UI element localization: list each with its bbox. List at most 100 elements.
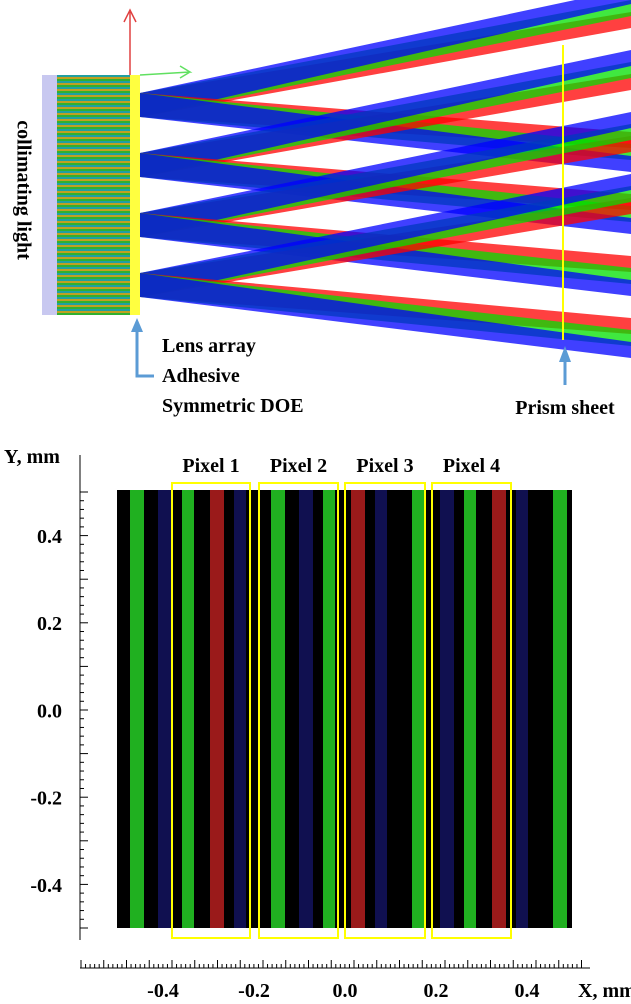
ray [57,277,130,279]
stripe [313,490,323,928]
ray [57,287,130,289]
ray [57,241,130,243]
ray-fan [140,174,631,297]
ray [57,165,130,167]
ray [57,101,130,103]
stripe [528,490,540,928]
stripe [351,490,365,928]
x-tick-label: 0.2 [424,980,449,1002]
ray [57,295,130,297]
ray [57,299,130,301]
ray [57,189,130,191]
ray [57,259,130,261]
pixel-label: Pixel 1 [182,455,239,477]
ray [57,109,130,111]
ray [57,131,130,133]
ray [57,103,130,105]
ray [57,257,130,259]
ray [57,161,130,163]
ray [57,297,130,299]
pixel-label: Pixel 4 [443,455,500,477]
ray [57,181,130,183]
ray [57,221,130,223]
ray [57,105,130,107]
ray [57,157,130,159]
ray-fan [140,112,631,237]
arrow [131,318,143,332]
ray [57,75,130,77]
ray [57,141,130,143]
ray [57,193,130,195]
ray [57,293,130,295]
stripe [540,490,553,928]
ray [57,167,130,169]
light-source [42,75,57,315]
ray [57,201,130,203]
stripe [158,490,172,928]
ray [57,81,130,83]
ray [57,219,130,221]
stripe [144,490,158,928]
x-tick-label: 0.4 [515,980,540,1002]
ray [57,291,130,293]
stripe [567,490,572,928]
pixel-box [431,482,512,939]
stripe [130,490,144,928]
ray-fan [140,273,631,358]
side-label: collimating light [12,120,34,260]
ray [57,113,130,115]
ray [57,143,130,145]
ray-fan [140,0,631,117]
ray [57,179,130,181]
ray [57,305,130,307]
ray [57,85,130,87]
x-tick-label: 0.0 [333,980,358,1002]
ray [57,207,130,209]
lens-array [130,75,140,315]
ray [57,111,130,113]
ray [57,253,130,255]
ray [57,255,130,257]
ray [57,265,130,267]
ray [57,229,130,231]
ray [57,199,130,201]
ray [57,99,130,101]
ray [57,173,130,175]
ray [57,307,130,309]
ray [57,185,130,187]
stripe [172,490,182,928]
ray [57,235,130,237]
ray [57,77,130,79]
x-tick-label: -0.4 [147,980,179,1002]
ray [57,87,130,89]
ray [57,155,130,157]
ray [57,97,130,99]
stripe [117,490,130,928]
ray [57,83,130,85]
element-label: Adhesive [162,365,240,387]
stripe [194,490,210,928]
ray [57,281,130,283]
ray [57,211,130,213]
ray [57,245,130,247]
ray [57,153,130,155]
ray [57,247,130,249]
ray [57,213,130,215]
ray [57,195,130,197]
ray [57,119,130,121]
stripe [210,490,224,928]
ray [57,217,130,219]
stripe [246,490,258,928]
intensity-map: Pixel 1 Pixel 2 Pixel 3 Pixel 4 0.4 0.2 0.0 -0.… [30,455,590,1002]
source-rays [57,75,130,315]
x-axis-label: X, mm [578,980,631,1002]
pixel-box [344,482,426,939]
ray [57,215,130,217]
ray [57,209,130,211]
ray [57,203,130,205]
ray [57,227,130,229]
axis-marker [123,8,137,23]
y-tick-label: 0.2 [37,613,62,635]
ray [57,145,130,147]
